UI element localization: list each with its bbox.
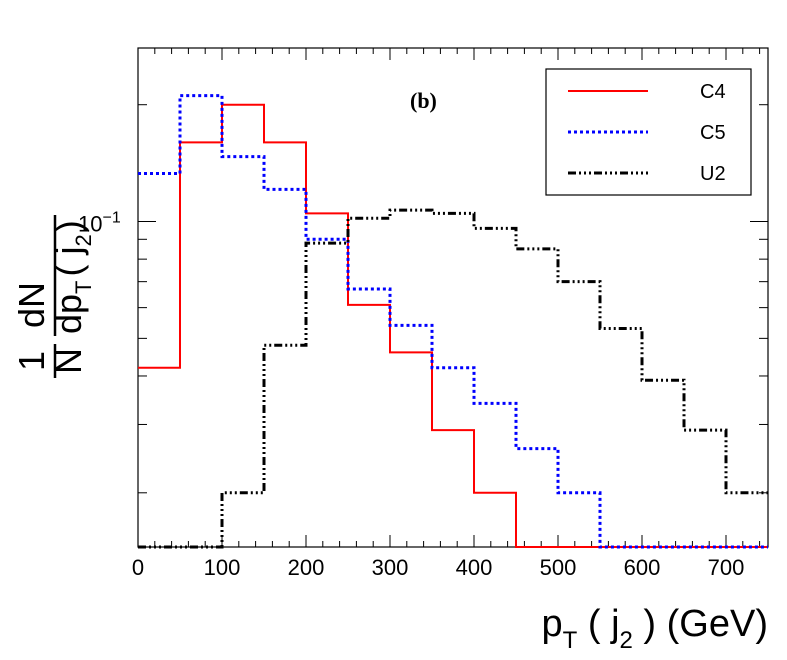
x-title-base: p (541, 603, 562, 645)
x-axis-title: pT ( j2 ) (GeV) (541, 603, 768, 654)
y-title-one: 1 (11, 351, 52, 371)
legend-label-c4: C4 (700, 81, 726, 103)
x-tick-labels: 0 100 200 300 400 500 600 700 (132, 555, 744, 580)
axis-ticks (137, 48, 768, 547)
x-tick-label: 300 (372, 555, 409, 580)
x-tick-label: 100 (204, 555, 241, 580)
panel-label: (b) (410, 88, 437, 113)
series-layer (138, 94, 768, 549)
legend-label-c5: C5 (700, 122, 726, 144)
y-title-close: ) (48, 220, 89, 232)
x-tick-label: 0 (132, 555, 144, 580)
x-title-end: ) (GeV) (633, 603, 768, 645)
x-tick-label: 700 (708, 555, 745, 580)
x-title-sub2: 2 (620, 627, 633, 654)
x-tick-label: 200 (288, 555, 325, 580)
legend-label-u2: U2 (700, 163, 726, 185)
y-tick-base: 10 (78, 212, 102, 237)
y-axis-title: 1 N dN dpT ( j2) (11, 215, 96, 378)
series-c5 (138, 94, 768, 549)
legend: C4 C5 U2 (545, 68, 752, 196)
y-title-den: dpT ( j2) (48, 220, 96, 334)
y-title-dp-sub: T (71, 281, 96, 294)
y-tick-exp: −1 (102, 210, 120, 227)
series-u2 (138, 208, 768, 549)
y-title-n: N (48, 348, 89, 374)
plot-frame (137, 47, 769, 548)
x-tick-label: 500 (540, 555, 577, 580)
x-title-mid: ( j (577, 603, 619, 645)
x-tick-label: 400 (456, 555, 493, 580)
y-tick-label-0.1: 10−1 (78, 210, 121, 237)
y-title-j-sub: 2 (71, 234, 96, 246)
x-title-sub: T (563, 627, 578, 654)
y-title-paren: ( j (48, 247, 89, 277)
y-title-dp: dp (48, 294, 89, 334)
x-tick-label: 600 (624, 555, 661, 580)
y-title-dn: dN (11, 282, 52, 328)
